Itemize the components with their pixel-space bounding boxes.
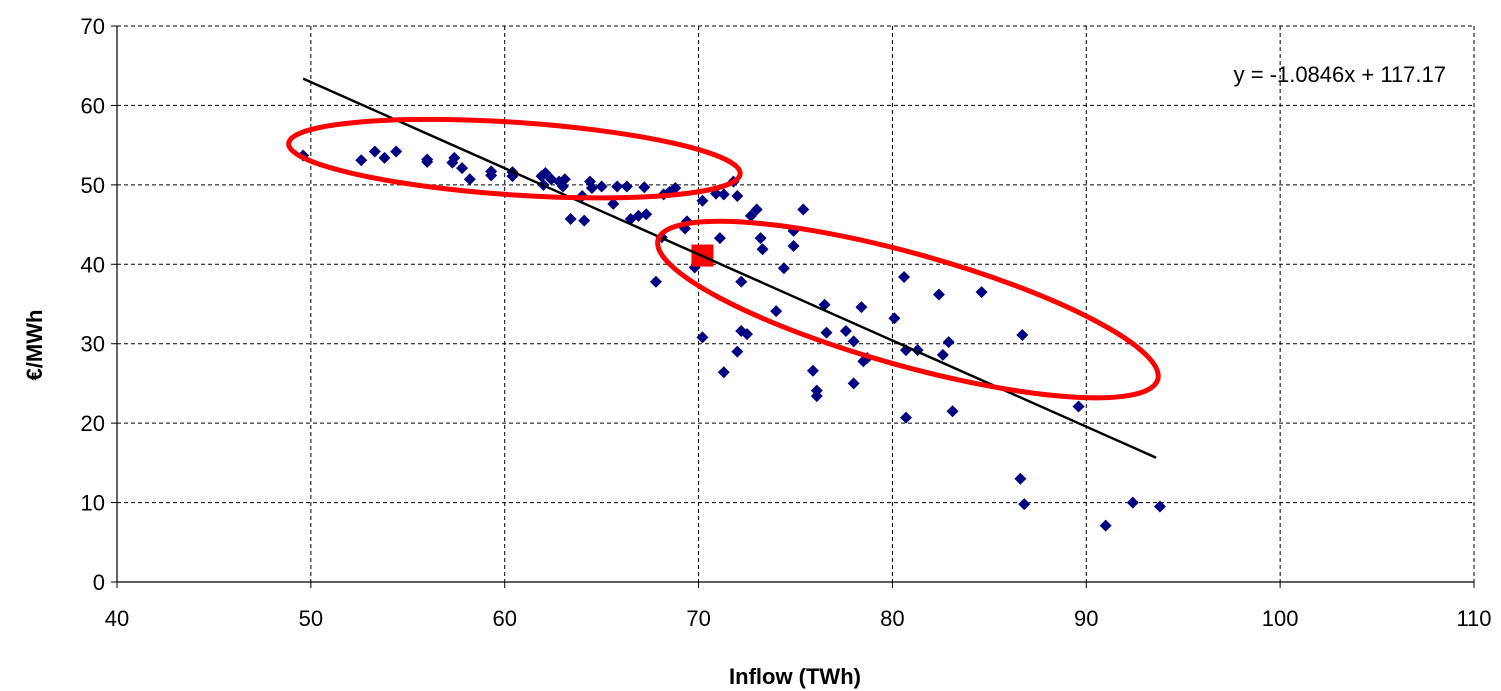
x-tick-labels: 40 50 60 70 80 90 100 110 bbox=[105, 606, 1492, 631]
trendline-line bbox=[303, 79, 1156, 458]
data-point bbox=[933, 288, 945, 300]
data-point bbox=[947, 405, 959, 417]
y-tick-label: 50 bbox=[81, 173, 105, 198]
y-tick-label: 10 bbox=[81, 491, 105, 516]
data-point bbox=[578, 215, 590, 227]
data-point bbox=[855, 301, 867, 313]
x-tick-label: 60 bbox=[492, 606, 516, 631]
data-point bbox=[1127, 497, 1139, 509]
data-point bbox=[731, 346, 743, 358]
data-point bbox=[797, 203, 809, 215]
axes bbox=[111, 26, 1474, 588]
data-point bbox=[821, 327, 833, 339]
y-tick-label: 30 bbox=[81, 332, 105, 357]
x-tick-label: 50 bbox=[299, 606, 323, 631]
data-point bbox=[718, 366, 730, 378]
data-point bbox=[770, 305, 782, 317]
data-point bbox=[898, 271, 910, 283]
data-point bbox=[650, 276, 662, 288]
data-point bbox=[900, 412, 912, 424]
data-point bbox=[1018, 498, 1030, 510]
data-point bbox=[1014, 473, 1026, 485]
data-point bbox=[355, 154, 367, 166]
data-point bbox=[379, 152, 391, 164]
data-point bbox=[1016, 329, 1028, 341]
data-point bbox=[757, 243, 769, 255]
data-point bbox=[638, 181, 650, 193]
data-point bbox=[807, 365, 819, 377]
data-point bbox=[369, 145, 381, 157]
y-tick-label: 70 bbox=[81, 14, 105, 39]
data-point bbox=[943, 336, 955, 348]
annotation-ellipse bbox=[286, 107, 742, 210]
x-tick-label: 100 bbox=[1262, 606, 1299, 631]
trendline bbox=[303, 79, 1156, 458]
data-point bbox=[735, 276, 747, 288]
y-tick-label: 60 bbox=[81, 93, 105, 118]
data-point bbox=[718, 188, 730, 200]
data-point bbox=[788, 240, 800, 252]
y-tick-label: 20 bbox=[81, 411, 105, 436]
data-point bbox=[848, 377, 860, 389]
x-tick-label: 90 bbox=[1074, 606, 1098, 631]
data-point bbox=[640, 208, 652, 220]
data-point bbox=[390, 145, 402, 157]
data-point bbox=[976, 286, 988, 298]
data-point bbox=[456, 162, 468, 174]
x-tick-label: 80 bbox=[880, 606, 904, 631]
data-point bbox=[464, 173, 476, 185]
data-point bbox=[848, 335, 860, 347]
data-point bbox=[1073, 400, 1085, 412]
annotation-ellipse bbox=[643, 186, 1173, 434]
data-point bbox=[596, 180, 608, 192]
data-points bbox=[297, 145, 1166, 531]
annotations bbox=[286, 107, 1173, 433]
trendline-equation: y = -1.0846x + 117.17 bbox=[1234, 62, 1446, 87]
data-point bbox=[621, 180, 633, 192]
x-tick-label: 110 bbox=[1456, 606, 1491, 631]
data-point bbox=[888, 312, 900, 324]
grid bbox=[117, 26, 1474, 582]
x-axis-title: Inflow (TWh) bbox=[729, 664, 861, 689]
data-point bbox=[1100, 520, 1112, 532]
data-point bbox=[937, 349, 949, 361]
data-point bbox=[840, 325, 852, 337]
data-point bbox=[421, 153, 433, 165]
y-axis-title: €/MWh bbox=[22, 310, 47, 381]
data-point bbox=[755, 232, 767, 244]
data-point bbox=[778, 262, 790, 274]
y-tick-label: 0 bbox=[93, 570, 105, 595]
y-tick-label: 40 bbox=[81, 252, 105, 277]
y-tick-labels: 0 10 20 30 40 50 60 70 bbox=[81, 14, 105, 595]
data-point bbox=[714, 232, 726, 244]
x-tick-label: 70 bbox=[686, 606, 710, 631]
x-tick-label: 40 bbox=[105, 606, 129, 631]
data-point bbox=[565, 213, 577, 225]
data-point bbox=[731, 190, 743, 202]
